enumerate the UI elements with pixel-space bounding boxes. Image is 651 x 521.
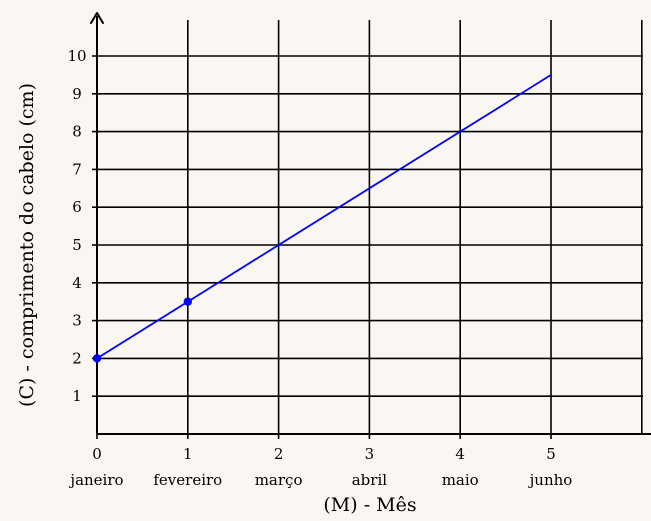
x-category-label: janeiro [68, 471, 123, 489]
y-tick-label: 2 [72, 349, 82, 367]
x-tick-label: 4 [455, 445, 465, 463]
x-tick-label: 2 [274, 445, 284, 463]
x-tick-label: 3 [365, 445, 375, 463]
data-point [92, 354, 102, 363]
y-tick-label: 3 [72, 312, 82, 330]
y-axis-arrow [90, 12, 104, 24]
x-tick-label: 5 [546, 445, 556, 463]
axes [90, 12, 651, 439]
y-tick-label: 5 [72, 236, 82, 254]
y-tick-label: 7 [72, 160, 82, 178]
y-tick-label: 9 [72, 85, 82, 103]
grid [97, 20, 643, 434]
series [92, 74, 552, 363]
x-category-label: maio [442, 471, 479, 489]
data-point [183, 297, 192, 306]
x-tick-label: 0 [92, 445, 102, 463]
y-tick-label: 1 [72, 387, 82, 405]
x-tick-label: 1 [183, 445, 193, 463]
y-tick-label: 10 [67, 47, 86, 65]
x-axis-label: (M) - Mês [323, 494, 416, 516]
tick-labels: 1 2 3 4 5 6 7 8 9 10 0 janeiro 1 fevereiro 2 março 3 abri… [67, 47, 572, 489]
x-category-label: abril [352, 471, 388, 489]
y-axis-label: (C) - comprimento do cabelo (cm) [16, 83, 38, 407]
y-tick-label: 8 [72, 123, 82, 141]
x-category-label: junho [528, 471, 573, 489]
y-tick-label: 6 [72, 198, 82, 216]
x-category-label: março [255, 471, 303, 489]
y-tick-label: 4 [72, 274, 82, 292]
series-line [96, 74, 552, 360]
x-category-label: fevereiro [153, 471, 222, 489]
